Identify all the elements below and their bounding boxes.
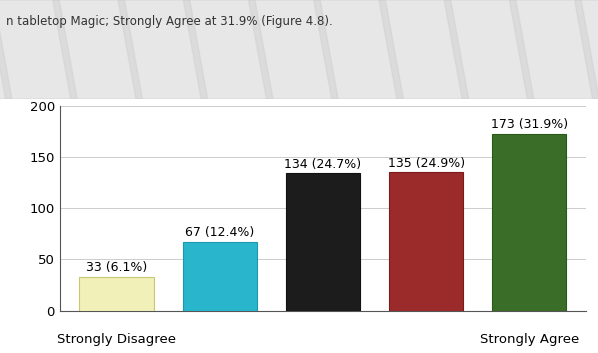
Polygon shape (248, 0, 338, 99)
Bar (182, 242, 257, 311)
Text: 173 (31.9%): 173 (31.9%) (491, 118, 568, 131)
Text: 33 (6.1%): 33 (6.1%) (86, 261, 147, 274)
Polygon shape (118, 0, 208, 99)
Polygon shape (0, 0, 12, 99)
Text: Strongly Agree: Strongly Agree (480, 333, 579, 346)
Bar (492, 133, 566, 311)
Polygon shape (379, 0, 469, 99)
Bar (80, 277, 154, 311)
Polygon shape (183, 0, 273, 99)
Polygon shape (509, 0, 598, 99)
Text: 67 (12.4%): 67 (12.4%) (185, 227, 254, 239)
Text: n tabletop Magic; Strongly Agree at 31.9% (Figure 4.8).: n tabletop Magic; Strongly Agree at 31.9… (6, 15, 332, 28)
Text: 135 (24.9%): 135 (24.9%) (388, 157, 465, 170)
Text: 134 (24.7%): 134 (24.7%) (285, 158, 361, 171)
Polygon shape (0, 0, 77, 99)
Bar (389, 172, 463, 311)
Polygon shape (314, 0, 404, 99)
Polygon shape (575, 0, 598, 99)
Text: Strongly Disagree: Strongly Disagree (57, 333, 176, 346)
Polygon shape (53, 0, 142, 99)
Bar (286, 173, 360, 311)
Polygon shape (444, 0, 534, 99)
